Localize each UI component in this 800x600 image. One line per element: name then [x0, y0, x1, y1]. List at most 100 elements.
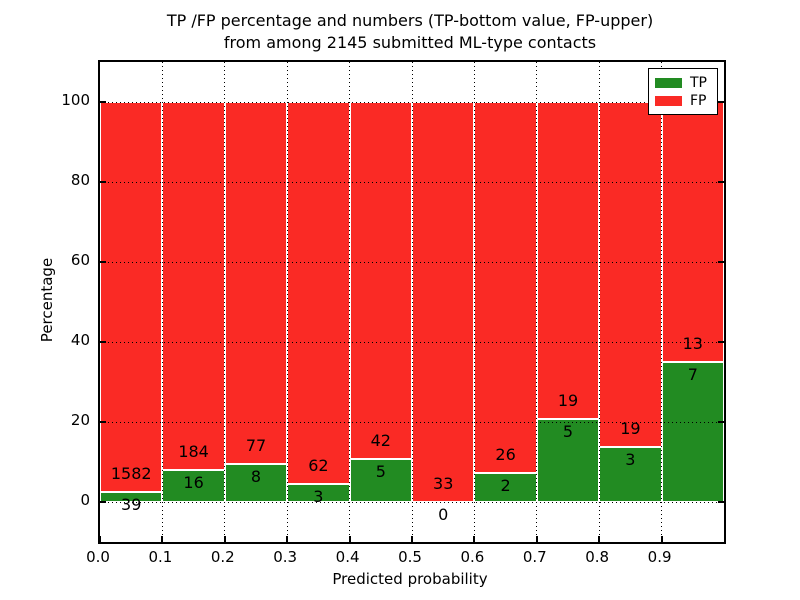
x-tick-label: 0.2 [210, 548, 235, 566]
fp-count-label: 13 [682, 334, 703, 353]
y-tick-mark-right [718, 501, 724, 503]
x-tick-label: 0.8 [585, 548, 610, 566]
gridline-v [161, 62, 163, 542]
fp-count-label: 62 [308, 455, 329, 475]
gridline-h [100, 262, 724, 263]
bar-segment-fp [162, 102, 225, 470]
y-tick-mark [100, 181, 106, 183]
tp-count-label: 39 [121, 495, 142, 515]
x-tick-mark [348, 536, 351, 542]
gridline-h [100, 502, 724, 503]
x-tick-mark [99, 536, 101, 542]
y-tick-label: 80 [70, 171, 90, 189]
bar-segment-fp [100, 102, 163, 493]
legend: TP FP [648, 68, 718, 115]
y-tick-label: 20 [70, 411, 90, 429]
gridline-h [100, 102, 724, 103]
x-tick-mark [223, 536, 226, 542]
fp-count-label: 42 [370, 431, 391, 451]
x-tick-mark [286, 536, 289, 542]
y-tick-mark-right [718, 181, 724, 183]
tp-count-label: 2 [500, 476, 511, 496]
y-tick-mark-right [718, 261, 724, 263]
x-tick-label: 0.7 [522, 548, 547, 566]
bar-segment-tp [287, 483, 350, 502]
gridline-v [349, 62, 351, 542]
x-tick-label: 0.9 [647, 548, 672, 566]
x-tick-mark [473, 536, 476, 542]
y-tick-label: 100 [61, 91, 90, 109]
bar-segment-fp [661, 102, 724, 362]
chart-title-line-2: from among 2145 submitted ML-type contac… [223, 33, 597, 52]
fp-count-label: 19 [620, 419, 641, 439]
fp-count-label: 26 [495, 445, 516, 465]
bar-segment-tp [100, 492, 163, 502]
y-tick-mark [100, 341, 106, 343]
x-tick-label: 0.6 [460, 548, 485, 566]
x-tick-mark [660, 536, 663, 542]
legend-label-tp: TP [690, 75, 707, 91]
tp-count-label: 8 [250, 467, 262, 487]
bar-segment-fp [474, 102, 537, 474]
gridline-h [100, 342, 724, 343]
plot-area: TP FP 1582 39 184 16 77 8 62 3 42 5 33 0 26 2 19 5 19 3 13 7 [98, 60, 726, 544]
legend-item-tp: TP [655, 74, 717, 92]
bar-segment-tp [536, 418, 600, 502]
x-tick-mark [535, 536, 538, 542]
x-tick-label: 0.4 [335, 548, 360, 566]
y-tick-mark [100, 101, 106, 103]
fp-count-label: 184 [178, 442, 209, 461]
tp-count-label: 16 [183, 473, 204, 492]
gridline-h [100, 422, 724, 423]
bar-segment-fp [536, 102, 600, 419]
bar-segment-fp [412, 102, 475, 502]
gridline-v [224, 62, 226, 542]
tp-count-label: 5 [375, 462, 386, 482]
chart-title-line-1: TP /FP percentage and numbers (TP-bottom… [166, 11, 654, 30]
gridline-v [598, 62, 600, 542]
y-tick-mark [100, 501, 106, 503]
gridline-v [536, 62, 538, 542]
fp-count-label: 33 [433, 474, 454, 493]
bar-segment-tp [661, 362, 724, 502]
x-tick-label: 0.3 [273, 548, 298, 566]
y-tick-mark-right [718, 421, 724, 423]
x-tick-label: 0.5 [398, 548, 422, 566]
tp-count-label: 5 [562, 421, 574, 441]
legend-item-fp: FP [655, 92, 717, 110]
y-tick-mark [100, 421, 106, 423]
x-tick-label: 0.0 [86, 548, 110, 566]
chart-title: TP /FP percentage and numbers (TP-bottom… [98, 10, 722, 54]
fp-count-label: 19 [557, 390, 579, 410]
fp-count-label: 1582 [110, 464, 152, 484]
gridline-h [100, 182, 724, 183]
x-tick-mark [411, 536, 413, 542]
bar-segment-fp [287, 102, 350, 484]
x-tick-mark [161, 536, 164, 542]
legend-swatch-fp [655, 96, 682, 106]
gridline-v [286, 62, 288, 542]
y-tick-mark-right [718, 101, 724, 103]
y-tick-label: 40 [70, 331, 90, 349]
x-tick-label: 0.1 [148, 548, 173, 566]
bar-segment-tp [474, 473, 537, 502]
gridline-v [473, 62, 475, 542]
bar-segment-tp [599, 447, 662, 502]
tp-count-label: 3 [313, 486, 324, 506]
gridline-v [661, 62, 663, 542]
legend-swatch-tp [655, 78, 682, 88]
bar-segment-tp [224, 464, 288, 502]
tp-count-label: 3 [625, 450, 636, 470]
gridline-v [411, 62, 413, 542]
tp-count-label: 7 [687, 365, 698, 384]
legend-label-fp: FP [690, 93, 707, 109]
y-tick-label: 0 [80, 491, 90, 509]
bar-segment-tp [162, 470, 225, 502]
y-tick-mark [100, 261, 106, 263]
bar-segment-fp [599, 102, 662, 448]
tp-count-label: 0 [438, 505, 449, 524]
bar-segment-tp [349, 459, 412, 502]
bar-segment-fp [349, 102, 412, 460]
y-tick-label: 60 [70, 251, 90, 269]
